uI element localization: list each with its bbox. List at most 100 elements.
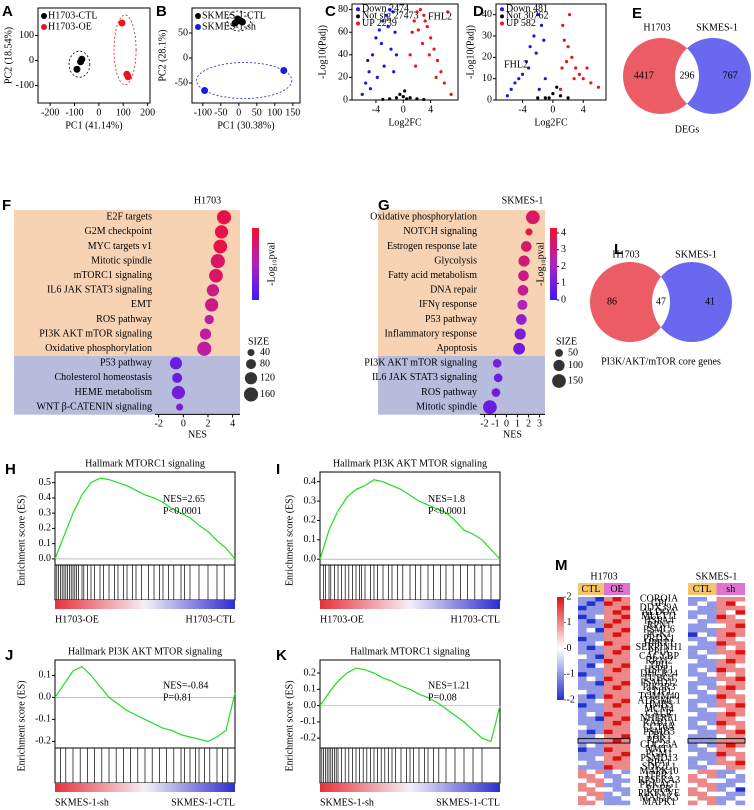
x-tick-label: 0 — [504, 419, 509, 430]
group-band — [378, 341, 545, 357]
cell — [697, 667, 708, 673]
count-label: 41 — [705, 296, 715, 307]
rank-bar — [55, 783, 235, 792]
p-label: P=0.81 — [163, 693, 192, 704]
cell — [612, 632, 622, 638]
cell — [726, 712, 736, 717]
gene-label: PSMD12 — [640, 678, 677, 689]
cell — [586, 765, 596, 770]
cell — [604, 720, 613, 726]
cell — [595, 681, 605, 686]
point — [381, 97, 385, 102]
cell — [604, 610, 613, 615]
cell — [697, 787, 708, 792]
gene-label: PGK1 — [646, 629, 671, 640]
cell — [578, 743, 587, 748]
x-axis-label: Log2FC — [388, 117, 422, 128]
cell — [604, 751, 613, 757]
cell — [586, 782, 596, 788]
category-label: MYC targets v1 — [88, 241, 152, 252]
nes-label: NES=-0.84 — [163, 681, 208, 692]
gene-label: RPS6KA3 — [638, 775, 680, 786]
category-label: ROS pathway — [421, 387, 477, 398]
cell — [612, 712, 622, 717]
gene-label: PIKFYVE — [638, 788, 680, 799]
cell — [716, 663, 727, 669]
cell — [612, 654, 622, 660]
cell — [612, 663, 622, 669]
chart-title: SKMES-1 — [502, 195, 544, 206]
y-tick-label: 40 — [338, 49, 348, 60]
size-legend-label: 80 — [260, 358, 270, 369]
x-tick-label: 0 — [181, 419, 186, 430]
cell — [621, 694, 631, 699]
cell — [586, 703, 596, 708]
x-axis-label: NES — [188, 430, 207, 441]
cell — [595, 738, 605, 744]
plot-frame — [54, 659, 236, 749]
cell — [688, 636, 698, 642]
group-band — [14, 399, 240, 415]
cell — [595, 725, 605, 730]
point — [539, 23, 544, 27]
cell — [726, 774, 736, 779]
legend-label: UP 2239 — [362, 18, 397, 29]
cell — [621, 703, 631, 708]
cell — [604, 765, 613, 770]
cell — [595, 747, 605, 753]
x-tick-label: 0 — [236, 107, 241, 118]
point — [543, 77, 547, 81]
point — [429, 36, 433, 40]
cell — [621, 641, 631, 646]
cell — [707, 685, 717, 691]
nes-label: NES=1.21 — [428, 681, 470, 692]
cell — [735, 698, 746, 704]
cell — [707, 601, 717, 607]
cell — [716, 769, 727, 775]
cell — [604, 738, 613, 744]
cell — [688, 720, 698, 726]
gene-label: RAB1A — [643, 717, 677, 728]
cell — [578, 605, 587, 611]
y-tick-label: 30 — [482, 30, 492, 41]
legend-marker — [195, 24, 201, 30]
cell — [595, 658, 605, 664]
cell — [726, 751, 736, 757]
cell — [688, 654, 698, 660]
cell — [688, 782, 698, 788]
cell — [595, 650, 605, 655]
es-curve — [54, 477, 236, 560]
cell — [735, 614, 746, 620]
y-tick-label: 0 — [29, 55, 34, 66]
cell — [716, 632, 727, 638]
group-band — [378, 399, 545, 415]
cell — [578, 756, 587, 761]
cell — [688, 716, 698, 722]
cell — [688, 645, 698, 651]
cell — [612, 725, 622, 730]
point — [388, 97, 392, 101]
point — [520, 72, 525, 76]
legend-marker — [195, 13, 201, 19]
annotation: FHL2 — [504, 59, 528, 70]
cell — [735, 645, 746, 651]
size-legend-marker — [243, 387, 259, 402]
es-curve — [319, 479, 501, 560]
cell — [586, 623, 596, 629]
cell — [716, 605, 727, 611]
gene-label: HSPA4 — [644, 616, 674, 627]
cell — [612, 694, 622, 699]
point — [524, 60, 528, 64]
cell — [735, 605, 746, 611]
cell — [735, 650, 746, 655]
group-band — [14, 253, 240, 269]
cell — [716, 738, 727, 744]
y-tick-label: 0.1 — [304, 684, 317, 695]
cell — [621, 800, 631, 806]
x-tick-label: -2 — [155, 419, 163, 430]
bubble — [493, 373, 503, 383]
y-tick-label: 0.5 — [39, 477, 52, 488]
category-label: mTORC1 signaling — [74, 270, 152, 281]
cell — [586, 632, 596, 638]
cell — [595, 689, 605, 695]
